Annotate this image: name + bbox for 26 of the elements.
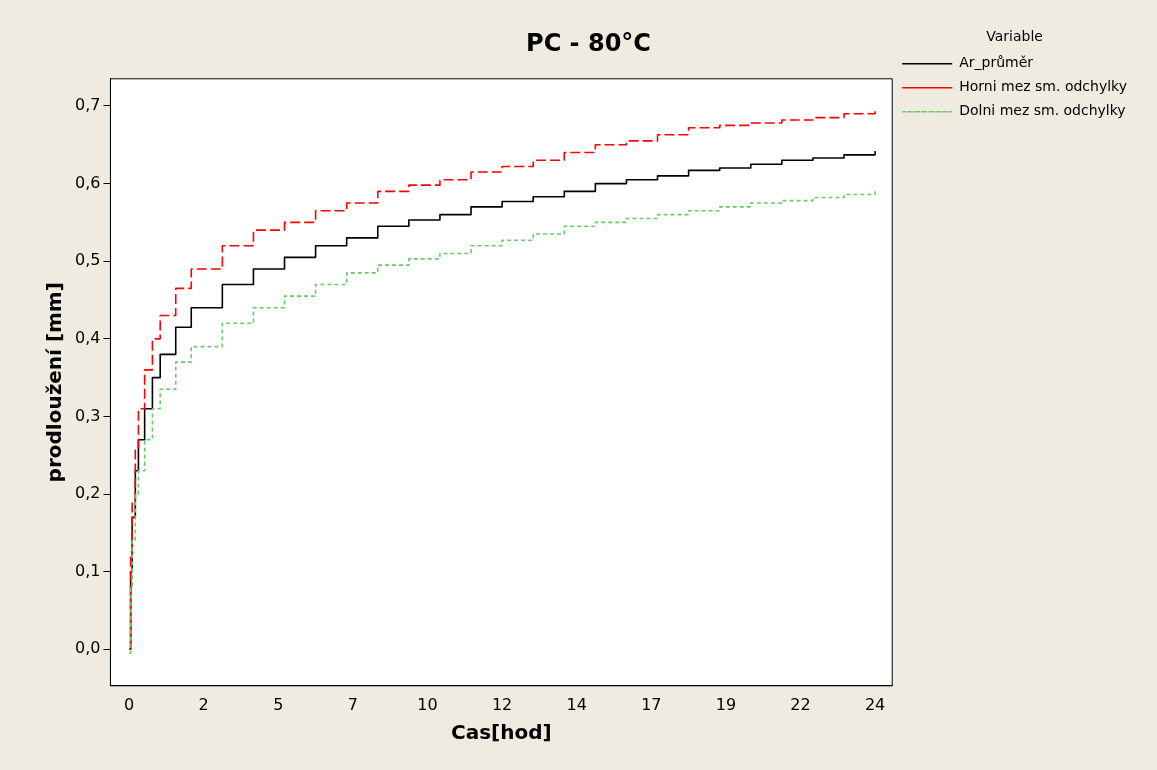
x-tick-label: 12 bbox=[491, 694, 513, 714]
y-axis-title: prodloužení [mm] bbox=[42, 282, 67, 483]
x-tick-label: 2 bbox=[198, 694, 209, 714]
legend-label: Horni mez sm. odchylky bbox=[959, 78, 1128, 95]
y-tick-label: 0,1 bbox=[74, 560, 101, 580]
x-tick-label: 17 bbox=[641, 694, 662, 714]
chart-title: PC - 80°C bbox=[526, 28, 651, 57]
x-tick-label: 7 bbox=[347, 694, 358, 714]
y-tick-label: 0,5 bbox=[74, 250, 101, 270]
x-tick-label: 24 bbox=[864, 694, 886, 714]
x-tick-label: 14 bbox=[566, 694, 587, 714]
x-tick-label: 22 bbox=[790, 694, 811, 714]
legend-label: Dolni mez sm. odchylky bbox=[959, 102, 1126, 119]
y-tick-label: 0,4 bbox=[74, 327, 101, 347]
x-tick-label: 0 bbox=[124, 694, 135, 714]
x-tick-label: 10 bbox=[417, 694, 438, 714]
x-tick-label: 5 bbox=[273, 694, 284, 714]
legend-label: Ar_průměr bbox=[959, 54, 1034, 71]
legend-title: Variable bbox=[986, 27, 1043, 44]
x-tick-label: 19 bbox=[715, 694, 737, 714]
y-tick-label: 0,3 bbox=[74, 405, 101, 425]
x-axis-title: Cas[hod] bbox=[451, 720, 552, 745]
y-tick-label: 0,0 bbox=[74, 638, 101, 658]
y-tick-label: 0,2 bbox=[74, 483, 101, 503]
y-tick-label: 0,6 bbox=[74, 172, 101, 192]
y-tick-label: 0,7 bbox=[74, 95, 101, 115]
